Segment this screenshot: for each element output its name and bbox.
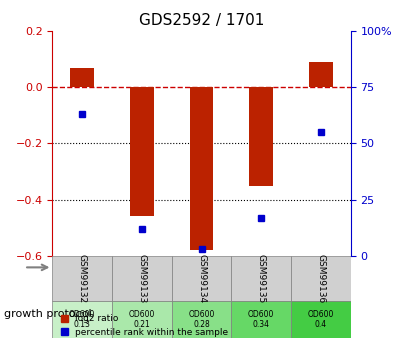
Text: GSM99136: GSM99136 bbox=[316, 254, 325, 303]
Text: GSM99133: GSM99133 bbox=[137, 254, 146, 303]
FancyBboxPatch shape bbox=[112, 256, 172, 301]
FancyBboxPatch shape bbox=[172, 301, 231, 338]
Text: OD600
0.21: OD600 0.21 bbox=[129, 310, 155, 329]
FancyBboxPatch shape bbox=[112, 301, 172, 338]
Bar bbox=[249, 87, 273, 186]
FancyBboxPatch shape bbox=[231, 256, 291, 301]
Text: growth protocol: growth protocol bbox=[4, 309, 91, 319]
Bar bbox=[309, 62, 333, 87]
FancyBboxPatch shape bbox=[291, 256, 351, 301]
Text: GSM99132: GSM99132 bbox=[78, 254, 87, 303]
Bar bbox=[189, 87, 214, 250]
Bar bbox=[130, 87, 154, 216]
Text: OD600
0.34: OD600 0.34 bbox=[248, 310, 274, 329]
Text: GSM99134: GSM99134 bbox=[197, 254, 206, 303]
FancyBboxPatch shape bbox=[172, 256, 231, 301]
Text: OD600
0.4: OD600 0.4 bbox=[307, 310, 334, 329]
Text: OD600
0.28: OD600 0.28 bbox=[188, 310, 215, 329]
FancyBboxPatch shape bbox=[52, 256, 112, 301]
Title: GDS2592 / 1701: GDS2592 / 1701 bbox=[139, 13, 264, 29]
Legend: log2 ratio, percentile rank within the sample: log2 ratio, percentile rank within the s… bbox=[57, 311, 232, 341]
Text: OD600
0.13: OD600 0.13 bbox=[69, 310, 96, 329]
FancyBboxPatch shape bbox=[52, 301, 112, 338]
Bar bbox=[70, 68, 94, 87]
Text: GSM99135: GSM99135 bbox=[257, 254, 266, 303]
FancyBboxPatch shape bbox=[231, 301, 291, 338]
FancyBboxPatch shape bbox=[291, 301, 351, 338]
